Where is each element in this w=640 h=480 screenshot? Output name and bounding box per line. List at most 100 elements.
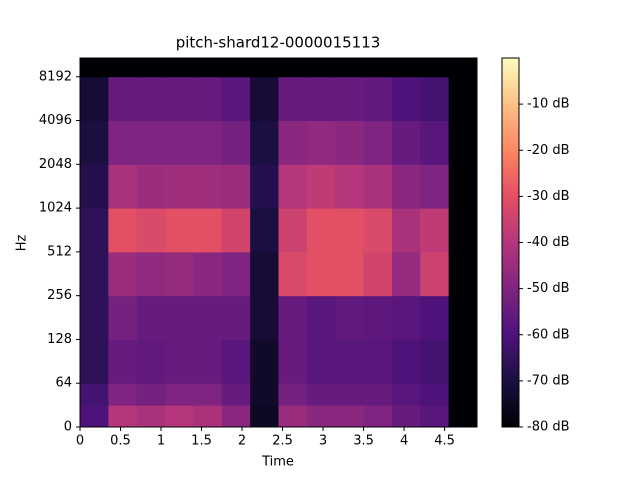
- cell: [278, 339, 308, 384]
- cell: [80, 383, 109, 406]
- cell: [363, 295, 393, 340]
- cell: [136, 164, 166, 209]
- y-tick-label: 512: [47, 244, 72, 259]
- cell: [250, 383, 279, 406]
- cell: [193, 383, 223, 406]
- cell: [250, 208, 279, 253]
- cell: [278, 251, 308, 297]
- colorbar-tick-label: -60 dB: [527, 327, 570, 342]
- cell: [278, 383, 308, 406]
- cell: [193, 251, 223, 297]
- cell: [136, 120, 166, 165]
- cell: [363, 120, 393, 165]
- cell: [136, 251, 166, 297]
- cell: [363, 208, 393, 253]
- cell: [420, 251, 450, 297]
- cell: [278, 76, 308, 122]
- cell: [448, 339, 478, 384]
- cell: [420, 208, 450, 253]
- heatmap: [80, 58, 478, 428]
- cell: [391, 251, 421, 297]
- cell: [306, 76, 336, 122]
- colorbar: [501, 57, 520, 428]
- cell: [278, 164, 308, 209]
- colorbar-tick-label: -40 dB: [527, 235, 570, 250]
- cell: [165, 58, 194, 78]
- cell: [108, 339, 138, 384]
- cell: [335, 164, 365, 209]
- cell: [80, 164, 109, 209]
- cell: [108, 383, 138, 406]
- cell: [391, 339, 421, 384]
- cell: [165, 295, 194, 340]
- cell: [193, 120, 223, 165]
- cell: [306, 405, 336, 428]
- cell: [80, 208, 109, 253]
- cell: [108, 164, 138, 209]
- cell: [306, 251, 336, 297]
- colorbar-tick-label: -20 dB: [527, 143, 570, 158]
- cell: [363, 405, 393, 428]
- cell: [193, 76, 223, 122]
- cell: [420, 164, 450, 209]
- cell: [420, 295, 450, 340]
- y-tick-label: 1024: [39, 201, 72, 216]
- cell: [420, 76, 450, 122]
- cell: [193, 58, 223, 78]
- x-tick-label: 2: [238, 434, 246, 449]
- cell: [420, 383, 450, 406]
- cell: [108, 405, 138, 428]
- cell: [193, 164, 223, 209]
- cell: [250, 251, 279, 297]
- cell: [221, 76, 251, 122]
- x-tick-label: 4.5: [434, 434, 455, 449]
- cell: [136, 405, 166, 428]
- chart-title: pitch-shard12-0000015113: [176, 34, 381, 52]
- cell: [221, 295, 251, 340]
- cell: [363, 164, 393, 209]
- cell: [108, 76, 138, 122]
- cell: [250, 295, 279, 340]
- cell: [448, 208, 478, 253]
- cell: [136, 339, 166, 384]
- cell: [335, 120, 365, 165]
- x-tick-label: 4: [400, 434, 408, 449]
- cell: [335, 339, 365, 384]
- cell: [363, 76, 393, 122]
- cell: [420, 339, 450, 384]
- cell: [448, 405, 478, 428]
- cell: [221, 58, 251, 78]
- cell: [136, 58, 166, 78]
- cell: [250, 339, 279, 384]
- cell: [335, 383, 365, 406]
- cell: [221, 405, 251, 428]
- cell: [136, 76, 166, 122]
- cell: [108, 120, 138, 165]
- x-tick-label: 0: [76, 434, 84, 449]
- y-tick-label: 4096: [39, 113, 72, 128]
- cell: [306, 383, 336, 406]
- cell: [448, 58, 478, 78]
- cell: [221, 339, 251, 384]
- y-tick-label: 8192: [39, 69, 72, 84]
- cell: [335, 251, 365, 297]
- cell: [80, 58, 109, 78]
- cell: [391, 164, 421, 209]
- cell: [420, 405, 450, 428]
- cell: [136, 208, 166, 253]
- cell: [448, 295, 478, 340]
- cell: [221, 208, 251, 253]
- cell: [165, 120, 194, 165]
- x-tick-label: 0.5: [110, 434, 131, 449]
- colorbar-tick-label: -10 dB: [527, 97, 570, 112]
- cell: [80, 405, 109, 428]
- cell: [420, 120, 450, 165]
- cell: [250, 58, 279, 78]
- cell: [80, 295, 109, 340]
- x-axis-label: Time: [261, 455, 294, 470]
- x-tick-label: 3.5: [353, 434, 374, 449]
- cell: [221, 120, 251, 165]
- y-axis-label: Hz: [15, 235, 30, 252]
- x-tick-label: 1: [157, 434, 165, 449]
